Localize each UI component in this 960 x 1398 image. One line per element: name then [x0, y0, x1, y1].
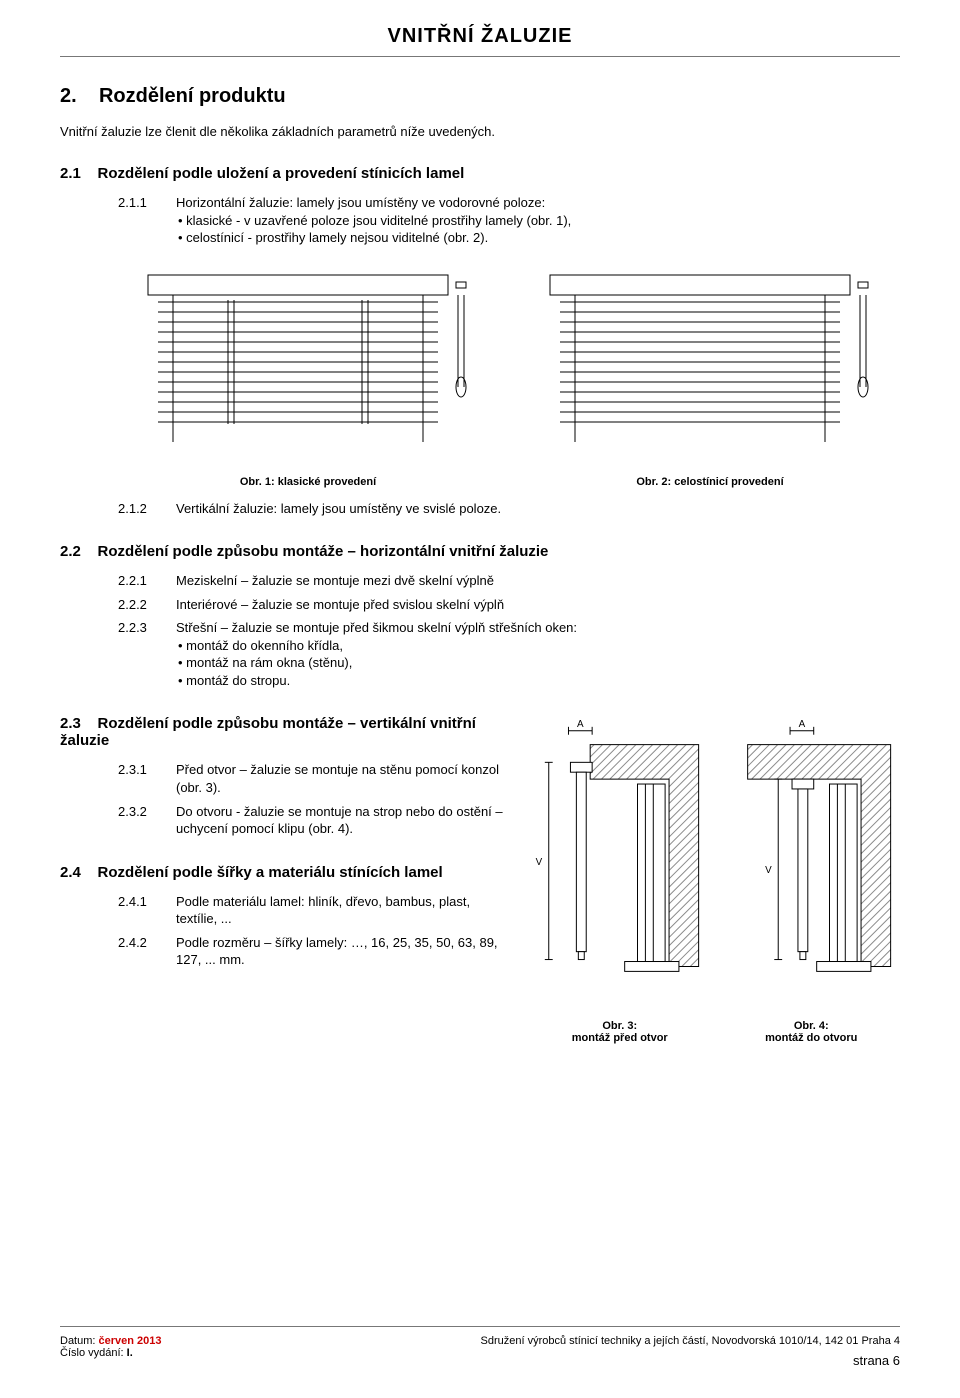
- subsection-number: 2.4: [60, 864, 81, 881]
- item-text: Podle rozměru – šířky lamely: …, 16, 25,…: [176, 934, 511, 969]
- subsection-2-4: 2.4 Rozdělení podle šířky a materiálu st…: [60, 864, 511, 881]
- intro-text: Vnitřní žaluzie lze členit dle několika …: [60, 124, 900, 139]
- item-text: Meziskelní – žaluzie se montuje mezi dvě…: [176, 572, 900, 590]
- subsection-title: Rozdělení podle uložení a provedení stín…: [98, 165, 465, 182]
- issue-value: I.: [127, 1347, 133, 1359]
- item-2-2-2: 2.2.2 Interiérové – žaluzie se montuje p…: [60, 596, 900, 614]
- subsection-heading: 2.2 Rozdělení podle způsobu montáže – ho…: [60, 543, 900, 560]
- date-label: Datum:: [60, 1335, 95, 1347]
- mount-drawing-4: A V: [723, 715, 901, 1011]
- item-number: 2.1.2: [118, 500, 176, 518]
- item-number: 2.2.1: [118, 572, 176, 590]
- item-2-3-2: 2.3.2 Do otvoru - žaluzie se montuje na …: [60, 803, 511, 838]
- bullet-list: klasické - v uzavřené poloze jsou vidite…: [176, 212, 900, 247]
- issue-label: Číslo vydání:: [60, 1347, 124, 1359]
- item-text: Interiérové – žaluzie se montuje před sv…: [176, 596, 900, 614]
- item-2-3-1: 2.3.1 Před otvor – žaluzie se montuje na…: [60, 761, 511, 796]
- item-number: 2.1.1: [118, 194, 176, 247]
- subsection-2-2: 2.2 Rozdělení podle způsobu montáže – ho…: [60, 543, 900, 689]
- blind-drawing-1: [118, 267, 498, 467]
- item-2-4-2: 2.4.2 Podle rozměru – šířky lamely: …, 1…: [60, 934, 511, 969]
- item-number: 2.3.2: [118, 803, 176, 838]
- subsection-2-1: 2.1 Rozdělení podle uložení a provedení …: [60, 165, 900, 182]
- item-number: 2.3.1: [118, 761, 176, 796]
- bullet-item: klasické - v uzavřené poloze jsou vidite…: [178, 212, 900, 230]
- mount-drawing-3: A V: [531, 715, 709, 1011]
- svg-text:A: A: [798, 719, 805, 730]
- svg-text:A: A: [577, 719, 584, 730]
- bullet-item: celostínicí - prostřihy lamely nejsou vi…: [178, 229, 900, 247]
- section-heading: 2. Rozdělení produktu: [60, 85, 900, 108]
- svg-text:V: V: [536, 857, 543, 868]
- bullet-item: montáž do stropu.: [178, 672, 900, 690]
- bullet-list: montáž do okenního křídla, montáž na rám…: [176, 637, 900, 690]
- section-2: 2. Rozdělení produktu Vnitřní žaluzie lz…: [60, 85, 900, 1044]
- figures-row-1: Obr. 1: klasické provedení: [60, 267, 900, 488]
- bullet-item: montáž do okenního křídla,: [178, 637, 900, 655]
- figure-caption: Obr. 3: montáž před otvor: [531, 1020, 709, 1044]
- figure-4: A V Obr. 4: montáž do otvoru: [723, 715, 901, 1044]
- blind-drawing-2: [520, 267, 900, 467]
- section-title: Rozdělení produktu: [99, 85, 286, 107]
- item-text: Vertikální žaluzie: lamely jsou umístěny…: [176, 500, 900, 518]
- section-number: 2.: [60, 85, 77, 107]
- subsection-title: Rozdělení podle způsobu montáže – horizo…: [98, 543, 549, 560]
- bullet-item: montáž na rám okna (stěnu),: [178, 654, 900, 672]
- subsection-number: 2.3: [60, 715, 81, 732]
- item-text: Podle materiálu lamel: hliník, dřevo, ba…: [176, 893, 511, 928]
- two-column-block: 2.3 Rozdělení podle způsobu montáže – ve…: [60, 715, 900, 1044]
- item-2-2-1: 2.2.1 Meziskelní – žaluzie se montuje me…: [60, 572, 900, 590]
- figure-caption: Obr. 2: celostínicí provedení: [520, 476, 900, 488]
- org-line: Sdružení výrobců stínicí techniky a její…: [481, 1335, 900, 1347]
- subsection-title: Rozdělení podle způsobu montáže – vertik…: [60, 715, 476, 749]
- item-2-2-3: 2.2.3 Střešní – žaluzie se montuje před …: [60, 619, 900, 689]
- footer-right: Sdružení výrobců stínicí techniky a její…: [481, 1335, 900, 1368]
- page-footer: Datum: červen 2013 Číslo vydání: I. Sdru…: [60, 1326, 900, 1368]
- item-text: Před otvor – žaluzie se montuje na stěnu…: [176, 761, 511, 796]
- footer-left: Datum: červen 2013 Číslo vydání: I.: [60, 1335, 162, 1368]
- doc-title: VNITŘNÍ ŽALUZIE: [60, 25, 900, 56]
- item-number: 2.2.2: [118, 596, 176, 614]
- figure-caption: Obr. 1: klasické provedení: [118, 476, 498, 488]
- item-text: Do otvoru - žaluzie se montuje na strop …: [176, 803, 511, 838]
- subsection-title: Rozdělení podle šířky a materiálu stíníc…: [98, 864, 443, 881]
- svg-text:V: V: [765, 865, 772, 876]
- figures-right: A V Obr. 3: montáž před otvor: [531, 715, 900, 1044]
- figure-caption: Obr. 4: montáž do otvoru: [723, 1020, 901, 1044]
- footer-divider: [60, 1326, 900, 1327]
- item-number: 2.4.2: [118, 934, 176, 969]
- date-value: červen 2013: [99, 1335, 162, 1347]
- item-lead: Horizontální žaluzie: lamely jsou umístě…: [176, 195, 545, 210]
- item-2-1-2: 2.1.2 Vertikální žaluzie: lamely jsou um…: [60, 500, 900, 518]
- page-number: strana 6: [481, 1353, 900, 1368]
- figure-2: Obr. 2: celostínicí provedení: [520, 267, 900, 488]
- item-number: 2.4.1: [118, 893, 176, 928]
- item-2-1-1: 2.1.1 Horizontální žaluzie: lamely jsou …: [60, 194, 900, 247]
- item-text: Střešní – žaluzie se montuje před šikmou…: [176, 620, 577, 635]
- item-2-4-1: 2.4.1 Podle materiálu lamel: hliník, dře…: [60, 893, 511, 928]
- figure-1: Obr. 1: klasické provedení: [118, 267, 498, 488]
- subsection-number: 2.1: [60, 165, 81, 182]
- subsection-2-3: 2.3 Rozdělení podle způsobu montáže – ve…: [60, 715, 511, 749]
- header-divider: [60, 56, 900, 57]
- item-number: 2.2.3: [118, 619, 176, 689]
- figure-3: A V Obr. 3: montáž před otvor: [531, 715, 709, 1044]
- subsection-number: 2.2: [60, 543, 81, 560]
